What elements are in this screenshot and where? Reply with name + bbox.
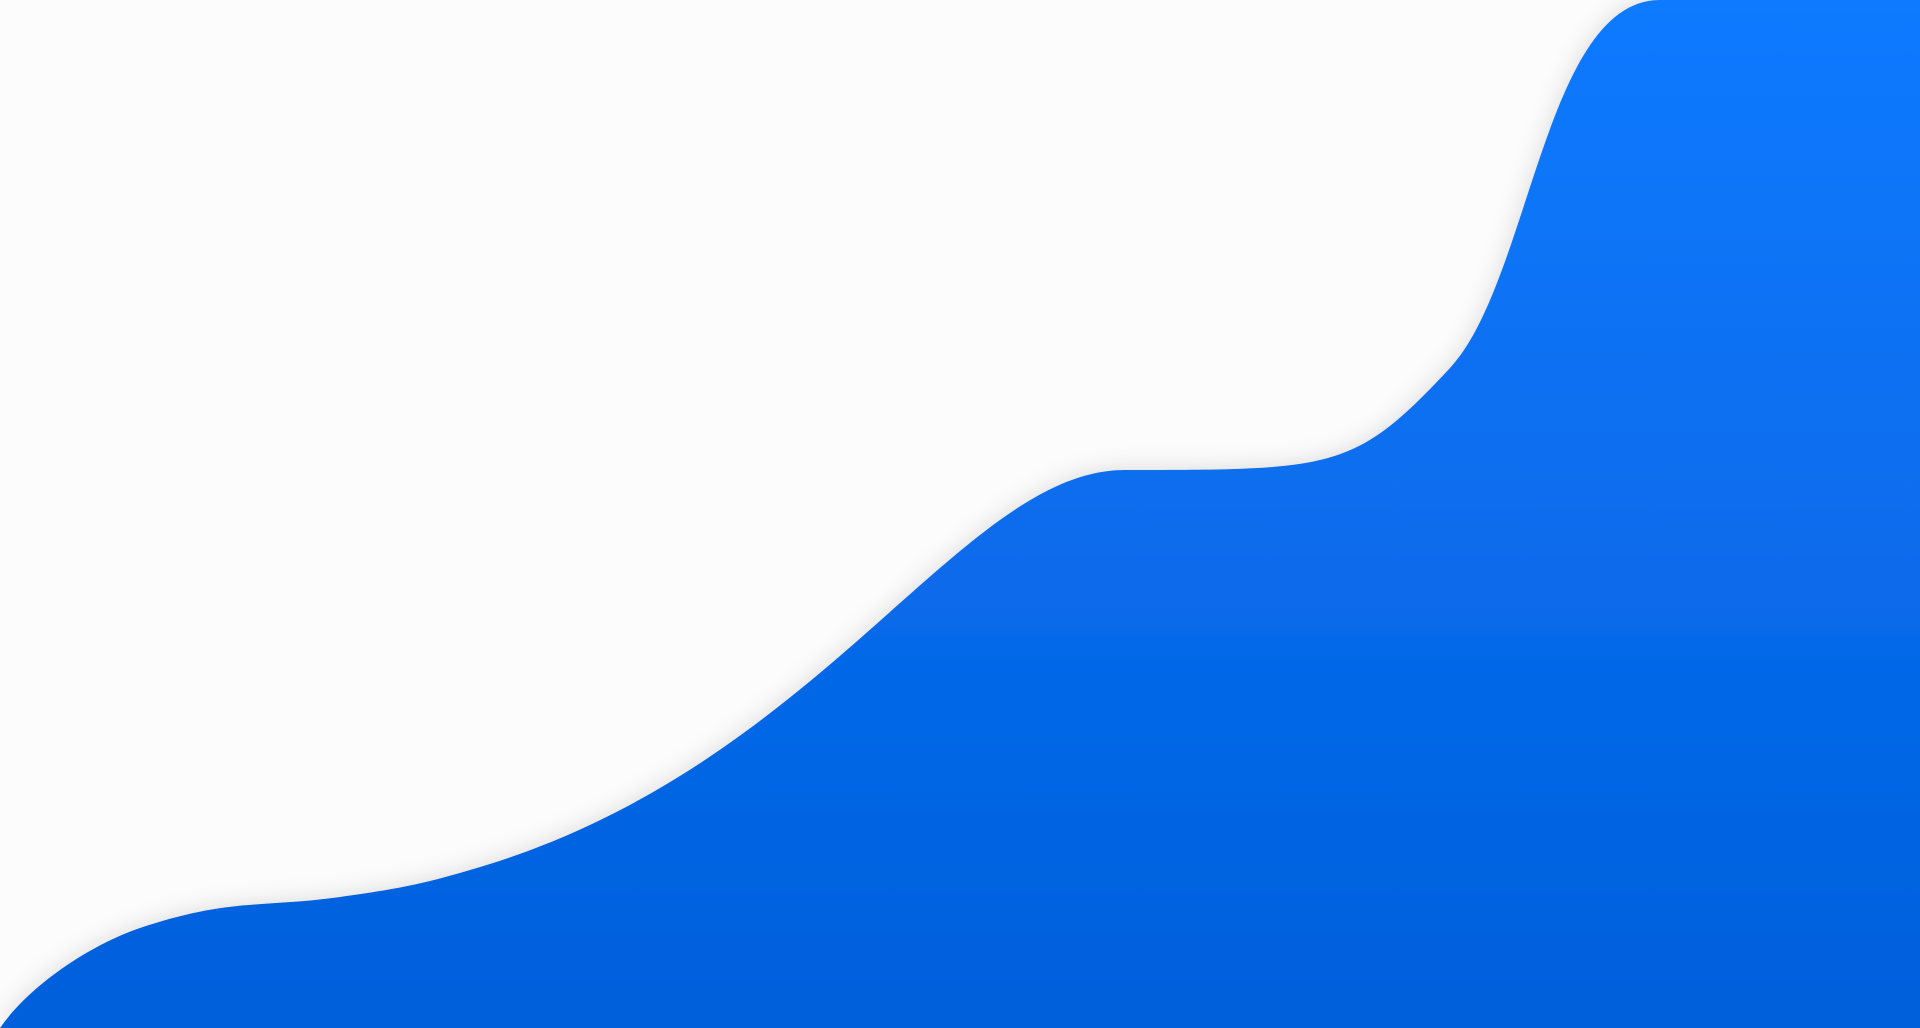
wave-fill (0, 0, 1920, 1028)
page-root (0, 0, 1920, 1028)
blue-wave-shape (0, 0, 1920, 1028)
